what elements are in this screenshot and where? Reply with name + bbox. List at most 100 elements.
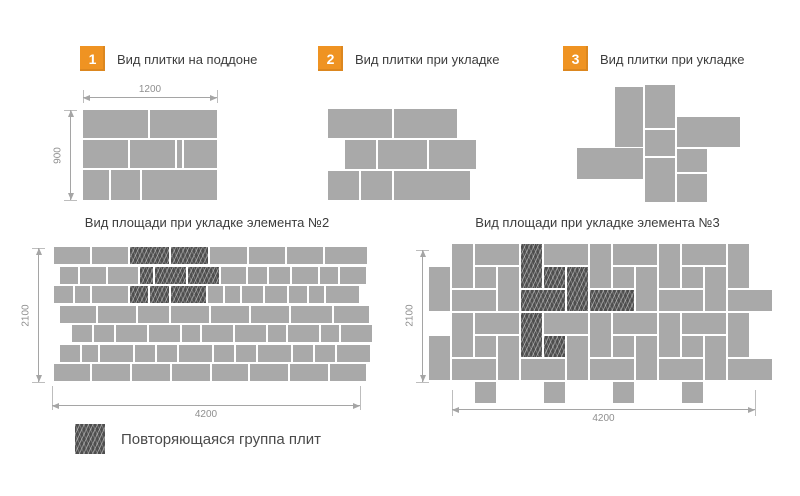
left-area-height-dimension: 2100 — [20, 304, 32, 327]
tile — [54, 286, 73, 303]
step-3-label: Вид плитки при укладке — [600, 52, 745, 67]
step-2-number: 2 — [326, 50, 335, 67]
tile — [544, 382, 565, 403]
tile — [111, 170, 140, 200]
tile — [130, 140, 175, 168]
tile — [636, 267, 657, 311]
tile — [475, 382, 496, 403]
hatched-tile — [567, 267, 588, 311]
tile — [221, 266, 246, 284]
tile — [184, 140, 217, 168]
hatched-tile — [521, 313, 542, 357]
hatched-tile — [188, 266, 219, 284]
tile — [268, 325, 286, 342]
tile — [83, 170, 109, 200]
tile — [290, 364, 328, 381]
pallet-height-dimension-line — [67, 110, 74, 200]
tile — [287, 247, 323, 264]
dim-tick — [360, 386, 361, 410]
tile — [242, 286, 263, 303]
area-element-2-diagram — [50, 247, 372, 381]
tile — [498, 267, 519, 311]
tile — [54, 247, 90, 264]
tile — [225, 286, 240, 303]
tile — [659, 359, 703, 380]
tile — [138, 305, 169, 323]
tile — [475, 267, 496, 288]
tile — [613, 267, 634, 288]
right-area-width-dimension-line — [452, 406, 755, 413]
tile — [337, 344, 370, 362]
step-1-label: Вид плитки на поддоне — [117, 52, 258, 67]
hatched-tile — [130, 247, 169, 264]
tile — [613, 382, 634, 403]
hatched-tile — [590, 290, 634, 311]
tile — [613, 244, 657, 265]
tile — [132, 364, 170, 381]
tile — [475, 313, 519, 334]
tile — [54, 364, 90, 381]
tile — [705, 336, 726, 380]
hatched-tile — [521, 290, 565, 311]
tile — [361, 171, 392, 200]
tile — [92, 364, 130, 381]
tile — [291, 305, 332, 323]
tile — [645, 158, 675, 202]
tile — [182, 325, 200, 342]
tile — [92, 286, 128, 303]
tile — [142, 170, 217, 200]
tile — [378, 140, 427, 169]
tile — [394, 171, 470, 200]
hatched-tile — [544, 267, 565, 288]
tile — [60, 305, 96, 323]
tile — [475, 244, 519, 265]
dim-tick — [452, 390, 453, 416]
tile — [728, 244, 749, 288]
tile — [682, 382, 703, 403]
tile — [92, 247, 128, 264]
area-element-3-diagram — [429, 244, 772, 403]
repeating-group-swatch — [75, 424, 105, 454]
tile — [728, 290, 772, 311]
tile — [429, 336, 450, 380]
dim-tick — [755, 390, 756, 416]
tile — [677, 174, 707, 202]
tile — [590, 313, 611, 357]
right-area-width-dimension: 4200 — [592, 413, 615, 424]
tile — [452, 359, 496, 380]
tile — [429, 140, 476, 169]
tile — [577, 148, 643, 179]
tile — [210, 247, 247, 264]
tile — [150, 110, 217, 138]
tile — [269, 266, 290, 284]
dim-tick — [217, 90, 218, 103]
pallet-width-dimension: 1200 — [138, 84, 162, 95]
tile — [82, 344, 98, 362]
tile — [328, 171, 359, 200]
tile — [288, 325, 319, 342]
tile — [135, 344, 155, 362]
tile — [100, 344, 133, 362]
tile — [83, 110, 148, 138]
hatched-tile — [150, 286, 169, 303]
tile — [60, 344, 80, 362]
tile — [157, 344, 177, 362]
tile — [292, 266, 318, 284]
step-3-number: 3 — [571, 50, 580, 67]
tile — [108, 266, 138, 284]
tile — [340, 266, 366, 284]
tile — [705, 267, 726, 311]
laying-pattern-3-diagram — [577, 85, 743, 203]
tile — [177, 140, 182, 168]
right-area-title: Вид площади при укладке элемента №3 — [475, 215, 720, 230]
left-area-height-dimension-line — [35, 248, 42, 382]
hatched-tile — [544, 336, 565, 357]
tile — [250, 364, 288, 381]
tile — [212, 364, 248, 381]
step-2-badge: 2 — [318, 46, 343, 71]
tile — [149, 325, 180, 342]
tile — [613, 313, 657, 334]
tile — [636, 336, 657, 380]
tile — [293, 344, 313, 362]
